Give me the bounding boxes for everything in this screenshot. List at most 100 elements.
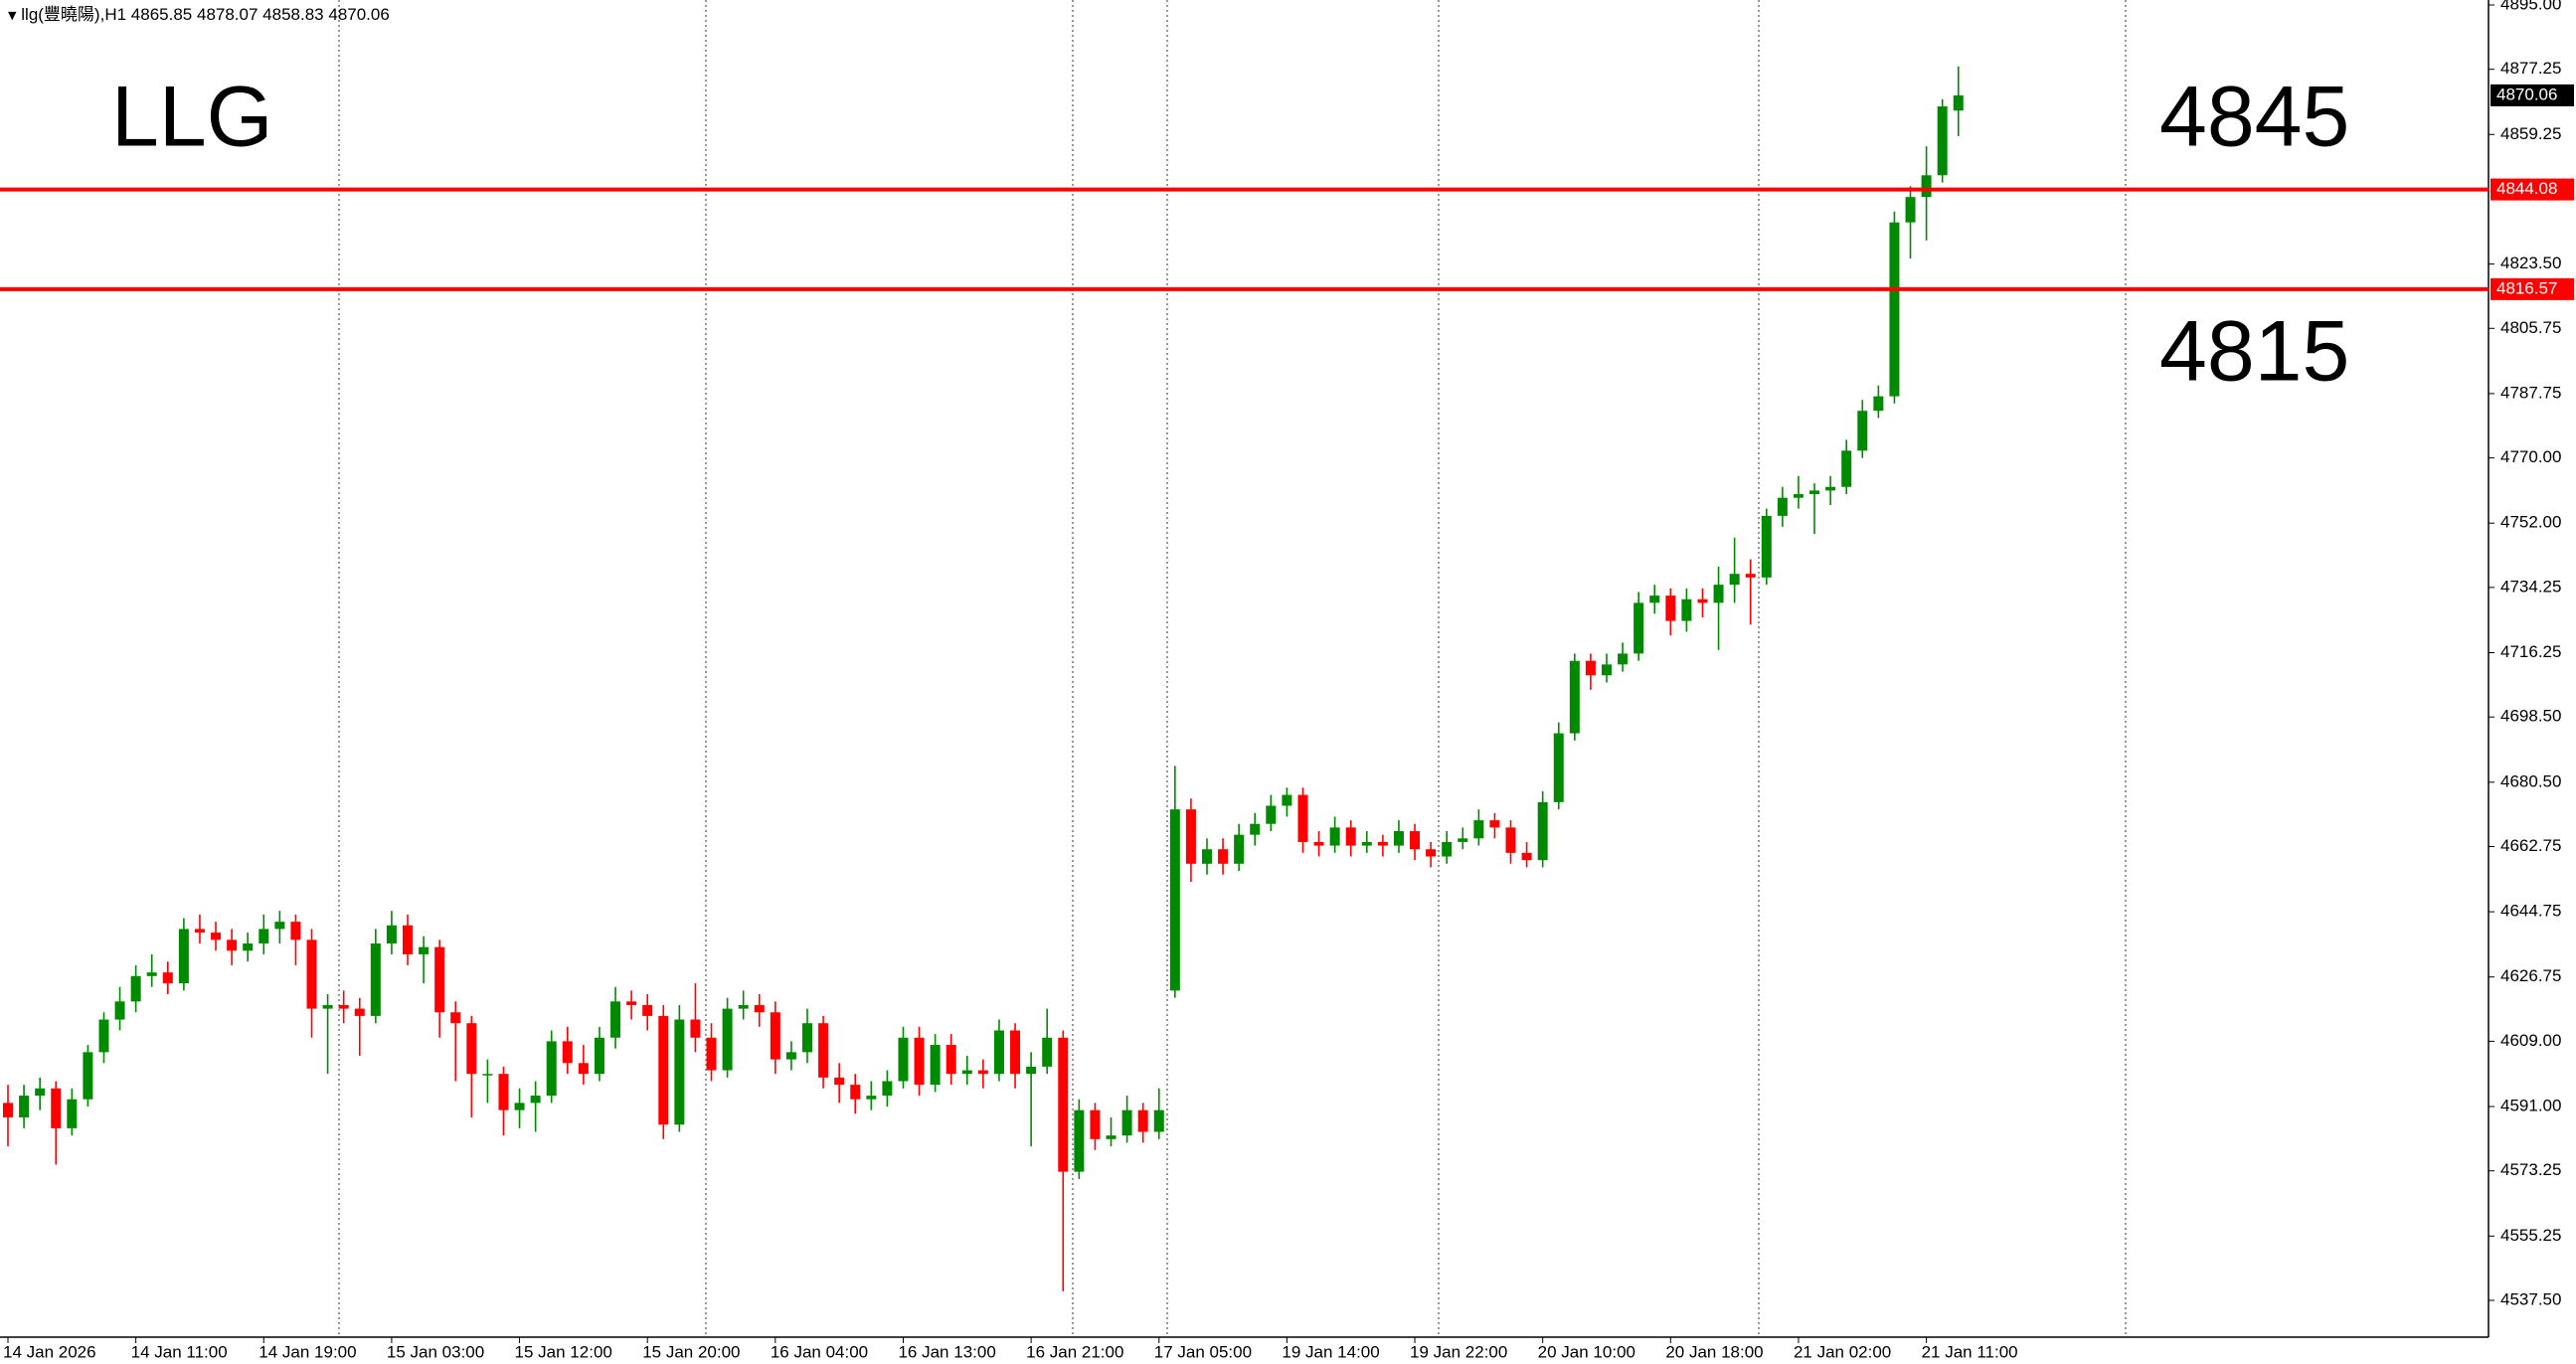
candle-body: [1297, 794, 1308, 842]
candle-body: [1809, 490, 1820, 495]
candle-body: [1793, 494, 1803, 498]
candle-body: [1185, 809, 1196, 864]
y-tick-label: 4573.25: [2500, 1160, 2561, 1179]
candle-body: [1313, 841, 1324, 846]
candle-body: [243, 942, 254, 951]
candle-body: [642, 1004, 653, 1016]
candle-body: [98, 1019, 109, 1053]
x-tick-label: 14 Jan 2026: [3, 1342, 96, 1361]
candle-body: [1618, 653, 1629, 665]
candle-body: [1361, 841, 1372, 846]
candle-body: [35, 1088, 46, 1097]
candle-body: [1266, 805, 1277, 824]
candle-body: [706, 1037, 717, 1071]
candle-body: [1825, 486, 1836, 491]
candle-body: [1841, 450, 1852, 487]
candle-body: [562, 1041, 573, 1064]
candle-body: [945, 1045, 956, 1075]
y-tick-label: 4626.75: [2500, 966, 2561, 985]
low: 4858.83: [262, 5, 323, 24]
candle-body: [1426, 849, 1437, 857]
y-tick-label: 4662.75: [2500, 836, 2561, 855]
candle-body: [1010, 1030, 1021, 1075]
candle-body: [1137, 1109, 1148, 1132]
y-tick-label: 4877.25: [2500, 59, 2561, 78]
candle-body: [51, 1088, 62, 1128]
candle-body: [514, 1103, 525, 1110]
x-tick-label: 15 Jan 20:00: [642, 1342, 740, 1361]
candle-body: [227, 939, 238, 951]
annotation: LLG: [111, 70, 273, 165]
candle-body: [1569, 660, 1580, 734]
close: 4870.06: [328, 5, 389, 24]
candle-body: [1410, 831, 1421, 850]
candle-body: [961, 1070, 972, 1075]
x-tick-label: 21 Jan 11:00: [1922, 1342, 2018, 1361]
x-tick-label: 20 Jan 18:00: [1665, 1342, 1763, 1361]
high: 4878.07: [197, 5, 258, 24]
candle-body: [1905, 197, 1916, 223]
chart-header: ▾ llg(豐曉陽),H1 4865.85 4878.07 4858.83 48…: [8, 5, 390, 24]
candle-body: [498, 1074, 509, 1110]
candle-body: [1153, 1109, 1164, 1132]
candle-body: [754, 1004, 765, 1013]
candle-body: [1553, 733, 1564, 802]
current-price-box: [2490, 84, 2574, 106]
candle-body: [1649, 596, 1660, 603]
candle-body: [1761, 515, 1772, 578]
candle-body: [882, 1081, 893, 1097]
candle-body: [1042, 1037, 1053, 1067]
candle-body: [306, 939, 317, 1009]
y-tick-label: 4734.25: [2500, 577, 2561, 596]
candle-body: [1473, 820, 1484, 839]
candle-body: [19, 1096, 30, 1117]
candle-body: [834, 1077, 845, 1086]
candle-body: [1857, 411, 1868, 451]
candle-body: [770, 1012, 780, 1060]
candle-body: [211, 933, 222, 940]
candle-body: [1777, 497, 1788, 516]
annotation: 4845: [2159, 70, 2349, 165]
candle-body: [610, 1001, 621, 1038]
x-tick-label: 16 Jan 04:00: [771, 1342, 868, 1361]
period-separators: [338, 0, 2127, 1337]
x-tick-label: 16 Jan 21:00: [1026, 1342, 1123, 1361]
candle-body: [1505, 827, 1516, 853]
y-tick-label: 4644.75: [2500, 902, 2561, 921]
x-tick-label: 19 Jan 22:00: [1410, 1342, 1507, 1361]
candle-body: [338, 1004, 349, 1009]
x-tick-label: 21 Jan 02:00: [1794, 1342, 1891, 1361]
candle-body: [898, 1037, 909, 1082]
candle-body: [130, 975, 141, 1002]
candle-body: [1074, 1109, 1085, 1172]
candle-body: [1442, 841, 1453, 857]
candle-body: [914, 1037, 925, 1086]
candle-body: [818, 1023, 829, 1078]
y-tick-label: 4859.25: [2500, 124, 2561, 143]
y-tick-label: 4752.00: [2500, 513, 2561, 532]
candle-body: [354, 1008, 365, 1016]
candle-body: [386, 925, 397, 943]
candle-body: [1873, 396, 1884, 412]
x-tick-label: 20 Jan 10:00: [1538, 1342, 1635, 1361]
candle-body: [258, 929, 269, 943]
candle-body: [1681, 598, 1692, 621]
y-tick-label: 4770.00: [2500, 447, 2561, 466]
price-label-box: [2490, 178, 2574, 201]
y-tick-label: 4823.50: [2500, 254, 2561, 272]
candle-body: [482, 1074, 493, 1076]
y-tick-label: 4787.75: [2500, 383, 2561, 402]
candle-body: [1889, 222, 1900, 397]
x-tick-label: 14 Jan 19:00: [258, 1342, 356, 1361]
candle-body: [1218, 849, 1229, 864]
candle-body: [1521, 852, 1532, 861]
candle-body: [1345, 827, 1356, 846]
candle-body: [1121, 1109, 1132, 1136]
y-tick-label: 4555.25: [2500, 1226, 2561, 1245]
candle-body: [866, 1096, 877, 1100]
candle-body: [1633, 602, 1644, 654]
candle-body: [290, 922, 301, 940]
candle-body: [977, 1070, 988, 1075]
annotation: 4815: [2159, 304, 2349, 400]
price-label: 4844.08: [2496, 179, 2557, 198]
